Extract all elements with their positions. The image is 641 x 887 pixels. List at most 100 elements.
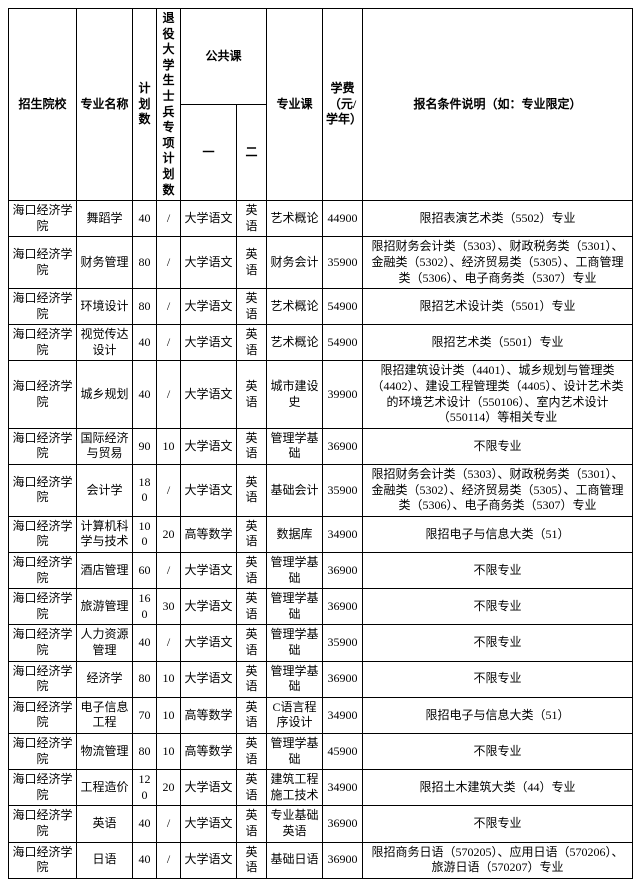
cell-vet: 10 (157, 428, 181, 464)
table-row: 海口经济学院会计学180/大学语文英语基础会计35900限招财务会计类（5303… (9, 465, 633, 517)
cell-pub2: 英语 (237, 553, 267, 589)
cell-school: 海口经济学院 (9, 428, 77, 464)
cell-school: 海口经济学院 (9, 589, 77, 625)
cell-req: 不限专业 (363, 733, 633, 769)
cell-vet: / (157, 361, 181, 428)
cell-req: 限招电子与信息大类（51） (363, 516, 633, 552)
cell-major: 旅游管理 (77, 589, 133, 625)
cell-vet: / (157, 625, 181, 661)
cell-pub2: 英语 (237, 842, 267, 878)
cell-pub2: 英语 (237, 201, 267, 237)
cell-school: 海口经济学院 (9, 465, 77, 517)
table-header: 招生院校 专业名称 计划数 退役大学生士兵专项计划数 公共课 专业课 学费（元/… (9, 9, 633, 201)
cell-fee: 36900 (323, 806, 363, 842)
cell-vet: / (157, 201, 181, 237)
hdr-veteran: 退役大学生士兵专项计划数 (157, 9, 181, 201)
cell-req: 限招艺术类（5501）专业 (363, 325, 633, 361)
hdr-pub-sub2: 二 (237, 105, 267, 201)
table-row: 海口经济学院酒店管理60/大学语文英语管理学基础36900不限专业 (9, 553, 633, 589)
cell-school: 海口经济学院 (9, 661, 77, 697)
cell-req: 限招电子与信息大类（51） (363, 697, 633, 733)
cell-plan: 180 (133, 465, 157, 517)
cell-plan: 80 (133, 661, 157, 697)
cell-fee: 35900 (323, 465, 363, 517)
cell-spec: 管理学基础 (267, 428, 323, 464)
cell-pub1: 大学语文 (181, 806, 237, 842)
cell-plan: 80 (133, 237, 157, 289)
cell-school: 海口经济学院 (9, 697, 77, 733)
cell-major: 人力资源管理 (77, 625, 133, 661)
cell-spec: C语言程序设计 (267, 697, 323, 733)
cell-pub2: 英语 (237, 516, 267, 552)
cell-major: 环境设计 (77, 289, 133, 325)
cell-fee: 34900 (323, 770, 363, 806)
cell-major: 视觉传达设计 (77, 325, 133, 361)
cell-spec: 艺术概论 (267, 201, 323, 237)
cell-pub2: 英语 (237, 325, 267, 361)
hdr-public-course: 公共课 (181, 9, 267, 105)
cell-plan: 160 (133, 589, 157, 625)
cell-school: 海口经济学院 (9, 806, 77, 842)
cell-plan: 80 (133, 733, 157, 769)
cell-pub1: 高等数学 (181, 733, 237, 769)
table-row: 海口经济学院日语40/大学语文英语基础日语36900限招商务日语（570205）… (9, 842, 633, 878)
cell-req: 限招土木建筑大类（44）专业 (363, 770, 633, 806)
table-row: 海口经济学院工程造价12020大学语文英语建筑工程施工技术34900限招土木建筑… (9, 770, 633, 806)
cell-school: 海口经济学院 (9, 625, 77, 661)
cell-school: 海口经济学院 (9, 516, 77, 552)
cell-vet: / (157, 237, 181, 289)
cell-pub1: 大学语文 (181, 428, 237, 464)
cell-pub1: 大学语文 (181, 201, 237, 237)
cell-major: 财务管理 (77, 237, 133, 289)
cell-req: 不限专业 (363, 428, 633, 464)
cell-pub1: 大学语文 (181, 842, 237, 878)
cell-fee: 36900 (323, 589, 363, 625)
cell-plan: 100 (133, 516, 157, 552)
cell-pub1: 大学语文 (181, 237, 237, 289)
cell-major: 英语 (77, 806, 133, 842)
cell-plan: 60 (133, 553, 157, 589)
cell-req: 限招表演艺术类（5502）专业 (363, 201, 633, 237)
cell-fee: 36900 (323, 553, 363, 589)
cell-vet: / (157, 465, 181, 517)
cell-pub2: 英语 (237, 465, 267, 517)
cell-fee: 44900 (323, 201, 363, 237)
cell-pub1: 大学语文 (181, 661, 237, 697)
cell-fee: 35900 (323, 237, 363, 289)
cell-req: 限招艺术设计类（5501）专业 (363, 289, 633, 325)
cell-school: 海口经济学院 (9, 842, 77, 878)
cell-req: 不限专业 (363, 806, 633, 842)
cell-plan: 40 (133, 361, 157, 428)
cell-school: 海口经济学院 (9, 289, 77, 325)
cell-pub2: 英语 (237, 733, 267, 769)
cell-req: 限招财务会计类（5303）、财政税务类（5301）、金融类（5302）、经济贸易… (363, 237, 633, 289)
cell-school: 海口经济学院 (9, 361, 77, 428)
table-row: 海口经济学院人力资源管理40/大学语文英语管理学基础35900不限专业 (9, 625, 633, 661)
cell-spec: 建筑工程施工技术 (267, 770, 323, 806)
cell-fee: 54900 (323, 325, 363, 361)
cell-req: 不限专业 (363, 625, 633, 661)
cell-fee: 36900 (323, 428, 363, 464)
cell-school: 海口经济学院 (9, 201, 77, 237)
cell-spec: 管理学基础 (267, 625, 323, 661)
table-row: 海口经济学院经济学8010大学语文英语管理学基础36900不限专业 (9, 661, 633, 697)
cell-fee: 45900 (323, 733, 363, 769)
cell-pub1: 大学语文 (181, 289, 237, 325)
cell-pub1: 大学语文 (181, 465, 237, 517)
cell-spec: 数据库 (267, 516, 323, 552)
cell-pub1: 大学语文 (181, 361, 237, 428)
cell-spec: 艺术概论 (267, 289, 323, 325)
cell-pub1: 大学语文 (181, 770, 237, 806)
cell-plan: 120 (133, 770, 157, 806)
cell-vet: 10 (157, 733, 181, 769)
table-row: 海口经济学院旅游管理16030大学语文英语管理学基础36900不限专业 (9, 589, 633, 625)
cell-spec: 基础日语 (267, 842, 323, 878)
cell-plan: 70 (133, 697, 157, 733)
cell-plan: 90 (133, 428, 157, 464)
cell-req: 限招财务会计类（5303）、财政税务类（5301）、金融类（5302）、经济贸易… (363, 465, 633, 517)
cell-major: 城乡规划 (77, 361, 133, 428)
hdr-plan: 计划数 (133, 9, 157, 201)
cell-req: 限招商务日语（570205）、应用日语（570206）、旅游日语（570207）… (363, 842, 633, 878)
cell-school: 海口经济学院 (9, 237, 77, 289)
hdr-requirements: 报名条件说明（如：专业限定） (363, 9, 633, 201)
